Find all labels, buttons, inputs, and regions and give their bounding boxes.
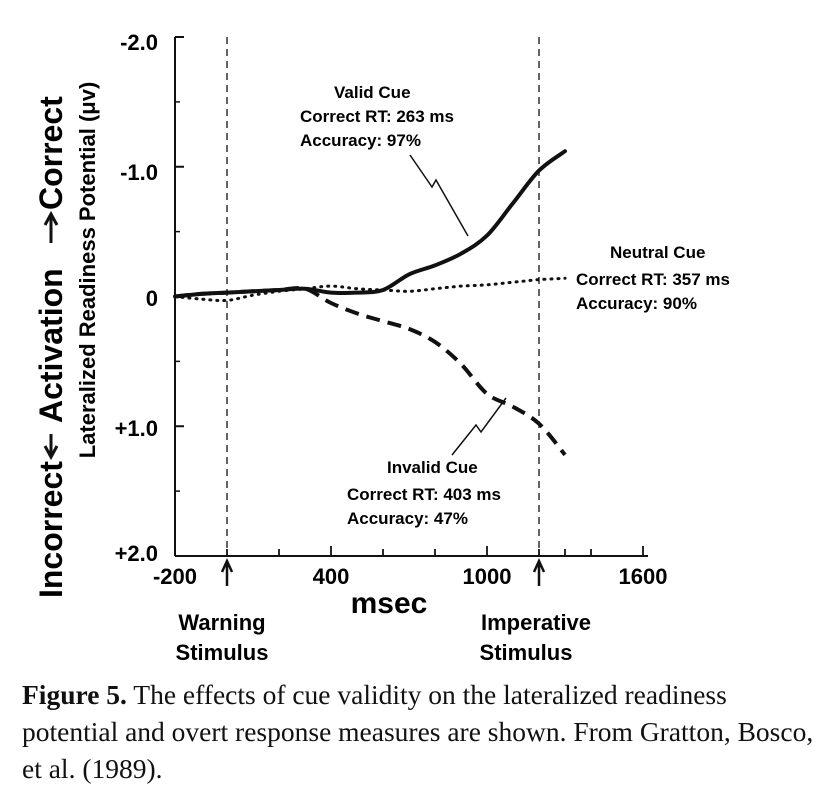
y-outer-arrow-right	[43, 210, 59, 243]
invalid-cue-pointer	[451, 397, 507, 456]
imperative-marker-label-line2: Stimulus	[480, 640, 573, 665]
y-tick-label: -1.0	[120, 160, 158, 185]
x-tick-label: 1600	[619, 564, 668, 589]
valid-cue-rt: Correct RT: 263 ms	[300, 107, 454, 126]
figure-caption: Figure 5. The effects of cue validity on…	[22, 676, 822, 787]
series-lines	[173, 149, 567, 457]
annotations: Valid Cue Correct RT: 263 ms Accuracy: 9…	[300, 83, 730, 528]
invalid-cue-title: Invalid Cue	[387, 458, 478, 477]
neutral-cue-rt: Correct RT: 357 ms	[576, 270, 730, 289]
y-tick-label: -2.0	[120, 30, 158, 55]
y-tick-label: 0	[146, 286, 158, 311]
y-outer-label: Incorrect Activation Correct	[33, 96, 69, 598]
x-tick-label: 1000	[463, 564, 512, 589]
valid-cue-line	[173, 149, 567, 299]
warning-marker-arrow	[220, 557, 234, 586]
invalid-cue-line	[174, 285, 567, 457]
stimulus-markers	[220, 37, 546, 586]
x-tick-label: -200	[153, 564, 197, 589]
valid-cue-title: Valid Cue	[334, 83, 411, 102]
warning-marker-label-line2: Stimulus	[176, 640, 269, 665]
invalid-cue-rt: Correct RT: 403 ms	[347, 485, 501, 504]
neutral-cue-accuracy: Accuracy: 90%	[576, 294, 697, 313]
neutral-cue-title: Neutral Cue	[610, 243, 705, 262]
y-outer-arrow-left	[43, 434, 59, 461]
caption-text: The effects of cue validity on the later…	[22, 679, 814, 784]
x-tick-label: 400	[313, 564, 350, 589]
imperative-marker-arrow	[532, 557, 546, 586]
y-tick-labels: -2.0 -1.0 0 +1.0 +2.0	[115, 30, 158, 566]
invalid-cue-accuracy: Accuracy: 47%	[347, 509, 468, 528]
imperative-marker-label-line1: Imperative	[481, 610, 591, 635]
marker-labels: Warning Stimulus Imperative Stimulus	[176, 610, 591, 665]
valid-cue-accuracy: Accuracy: 97%	[300, 131, 421, 150]
y-outer-label-activation: Activation	[33, 268, 69, 423]
y-outer-label-incorrect: Incorrect	[33, 461, 69, 598]
y-axis-label: Lateralized Readiness Potential (μv)	[75, 82, 100, 459]
neutral-cue-line	[173, 276, 567, 303]
x-tick-labels: -200 400 1000 1600	[153, 564, 668, 589]
y-tick-label: +1.0	[115, 416, 158, 441]
caption-figure-number: Figure 5.	[22, 679, 127, 710]
x-axis-label: msec	[351, 587, 428, 620]
valid-cue-pointer	[409, 154, 469, 237]
y-tick-label: +2.0	[115, 541, 158, 566]
warning-marker-label-line1: Warning	[178, 610, 265, 635]
y-outer-label-correct: Correct	[33, 96, 69, 210]
